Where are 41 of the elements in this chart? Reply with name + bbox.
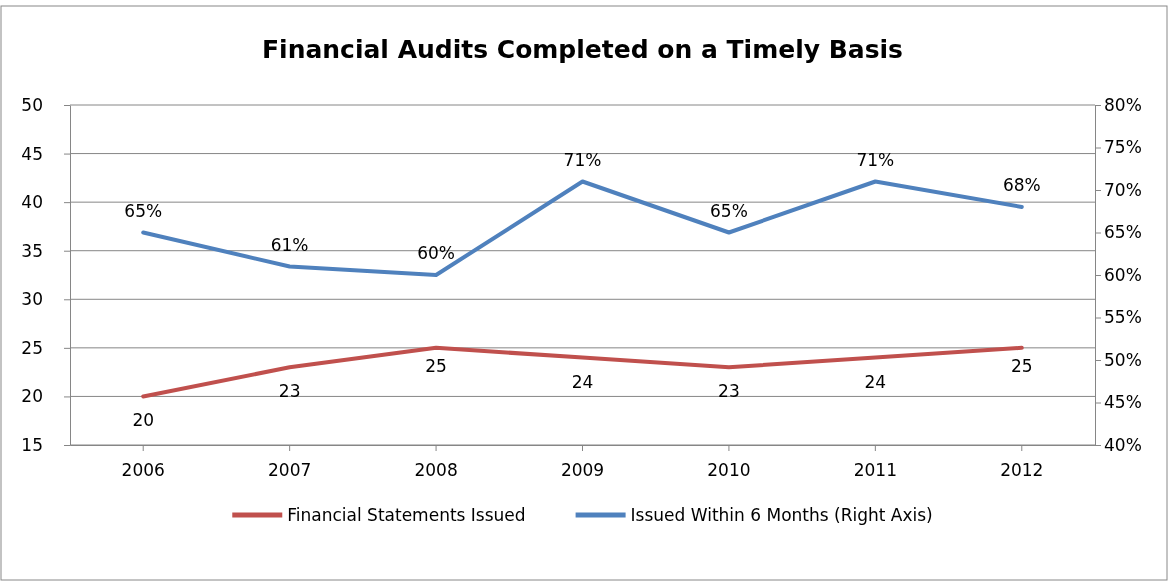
y2-tick-label: 70% — [1104, 179, 1142, 200]
legend-label: Financial Statements Issued — [287, 504, 526, 525]
data-label: 20 — [132, 410, 155, 431]
data-label: 25 — [425, 355, 447, 376]
legend-label: Issued Within 6 Months (Right Axis) — [630, 504, 933, 525]
x-tick-label: 2009 — [560, 460, 605, 481]
y2-tick-label: 40% — [1104, 434, 1142, 455]
chart-title: Financial Audits Completed on a Timely Basis — [262, 35, 903, 64]
y2-tick-label: 75% — [1104, 137, 1142, 158]
data-label: 23 — [718, 381, 740, 402]
data-label: 25 — [1010, 355, 1033, 376]
y-tick-label: 20 — [21, 386, 43, 407]
data-label: 68% — [1002, 175, 1041, 195]
y-tick-label: 30 — [21, 289, 43, 310]
data-label: 23 — [278, 381, 301, 402]
x-tick-label: 2008 — [414, 460, 458, 481]
data-label: 61% — [270, 234, 309, 255]
y-tick-label: 35 — [21, 240, 43, 261]
x-tick-label: 2007 — [268, 460, 312, 481]
y2-tick-label: 50% — [1104, 349, 1142, 370]
y2-tick-label: 80% — [1104, 94, 1142, 115]
x-tick-label: 2010 — [707, 460, 751, 481]
data-label: 60% — [417, 243, 455, 263]
data-label: 71% — [856, 149, 895, 170]
y2-tick-label: 55% — [1104, 307, 1142, 328]
data-label: 24 — [571, 371, 594, 392]
data-label: 65% — [710, 200, 748, 221]
y-tick-label: 25 — [21, 337, 43, 358]
x-tick-label: 2006 — [121, 460, 165, 481]
x-tick-label: 2011 — [853, 460, 897, 481]
data-label: 71% — [563, 149, 602, 170]
y2-tick-label: 65% — [1104, 222, 1142, 243]
y2-tick-label: 45% — [1104, 392, 1142, 413]
y2-tick-label: 60% — [1104, 264, 1142, 285]
data-label: 65% — [124, 200, 163, 221]
x-tick-label: 2012 — [1000, 460, 1044, 481]
data-label: 24 — [864, 371, 887, 392]
y-tick-label: 40 — [21, 192, 43, 213]
y-tick-label: 45 — [21, 143, 43, 164]
y-tick-label: 15 — [21, 434, 43, 455]
y-tick-label: 50 — [21, 94, 43, 115]
